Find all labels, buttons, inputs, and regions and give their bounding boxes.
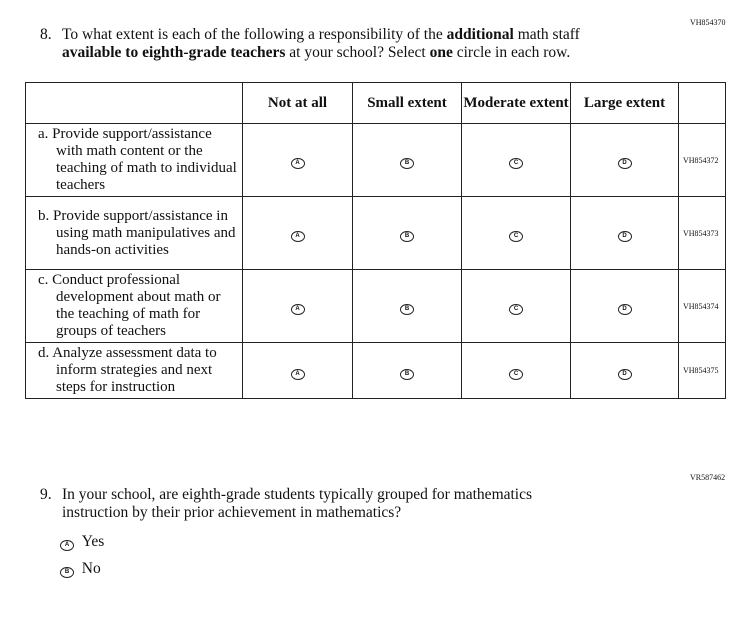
column-header: Not at all [242, 82, 353, 124]
row-letter: c. [38, 272, 49, 288]
question-number: 8. [40, 26, 52, 43]
response-cell: D [570, 123, 679, 197]
row-id: VH854373 [678, 196, 726, 270]
response-circle[interactable]: C [509, 231, 523, 242]
table-row: b. Provide support/assistance in using m… [25, 196, 726, 270]
text-segment: at your school? Select [285, 44, 430, 61]
response-circle[interactable]: C [509, 304, 523, 315]
id-header [678, 82, 726, 124]
response-cell: C [461, 269, 571, 343]
question-text: In your school, are eighth-grade student… [62, 486, 533, 521]
row-label: c. Conduct professional development abou… [25, 269, 243, 343]
response-circle[interactable]: B [400, 231, 414, 242]
response-cell: D [570, 269, 679, 343]
response-cell: A [242, 269, 353, 343]
response-circle[interactable]: B [400, 304, 414, 315]
text-segment: circle in each row. [452, 44, 571, 61]
row-text: Conduct professional development about m… [52, 272, 221, 339]
response-cell: C [461, 196, 571, 270]
row-letter: d. [38, 345, 50, 361]
response-cell: C [461, 342, 571, 399]
row-text: Provide support/assistance with math con… [52, 126, 237, 193]
response-circle[interactable]: D [617, 368, 632, 380]
question-text: To what extent is each of the following … [62, 26, 642, 62]
response-circle[interactable]: A [290, 304, 305, 315]
column-header: Large extent [570, 82, 679, 124]
response-cell: B [352, 196, 462, 270]
option-circle[interactable]: B [60, 567, 74, 578]
option: A Yes [60, 533, 104, 551]
response-circle[interactable]: D [617, 304, 632, 315]
column-header: Small extent [352, 82, 462, 124]
response-circle[interactable]: B [400, 158, 414, 169]
table-row: c. Conduct professional development abou… [25, 269, 726, 343]
response-circle[interactable]: C [509, 158, 523, 169]
response-circle[interactable]: A [290, 158, 305, 169]
response-circle[interactable]: A [290, 368, 305, 380]
row-id: VH854374 [678, 269, 726, 343]
option-circle[interactable]: A [60, 540, 74, 551]
option-label: No [81, 560, 101, 577]
row-label: d. Analyze assessment data to inform str… [25, 342, 243, 399]
response-circle[interactable]: D [617, 158, 632, 169]
row-label: a. Provide support/assistance with math … [25, 123, 243, 197]
text-segment: math staff [513, 26, 580, 43]
response-cell: B [352, 269, 462, 343]
row-text: Provide support/assistance in using math… [53, 207, 236, 258]
text-segment: additional [446, 26, 514, 43]
row-text: Analyze assessment data to inform strate… [52, 345, 217, 395]
text-segment: available to eighth-grade teachers [62, 44, 286, 61]
question-id: VH854370 [690, 18, 726, 27]
response-circle[interactable]: B [400, 368, 414, 380]
column-header: Moderate extent [461, 82, 571, 124]
corner-cell [25, 82, 243, 124]
row-letter: b. [38, 207, 50, 224]
option-label: Yes [81, 533, 105, 550]
option: B No [60, 560, 101, 578]
table-row: a. Provide support/assistance with math … [25, 123, 726, 197]
response-cell: A [242, 342, 353, 399]
response-cell: B [352, 342, 462, 399]
response-cell: D [570, 342, 679, 399]
question-number: 9. [40, 486, 52, 503]
response-cell: B [352, 123, 462, 197]
response-circle[interactable]: C [509, 368, 523, 380]
response-cell: C [461, 123, 571, 197]
response-cell: A [242, 196, 353, 270]
text-segment: one [429, 44, 453, 61]
row-letter: a. [38, 126, 49, 142]
row-label: b. Provide support/assistance in using m… [25, 196, 243, 270]
text-segment: To what extent is each of the following … [62, 26, 447, 43]
table-row: d. Analyze assessment data to inform str… [25, 342, 726, 399]
response-cell: A [242, 123, 353, 197]
response-cell: D [570, 196, 679, 270]
response-circle[interactable]: D [617, 231, 632, 242]
response-table: Not at all Small extent Moderate extent Lar… [25, 82, 726, 399]
row-id: VH854375 [678, 342, 726, 399]
question-id: VR587462 [690, 473, 726, 482]
row-id: VH854372 [678, 123, 726, 197]
response-circle[interactable]: A [290, 231, 305, 242]
